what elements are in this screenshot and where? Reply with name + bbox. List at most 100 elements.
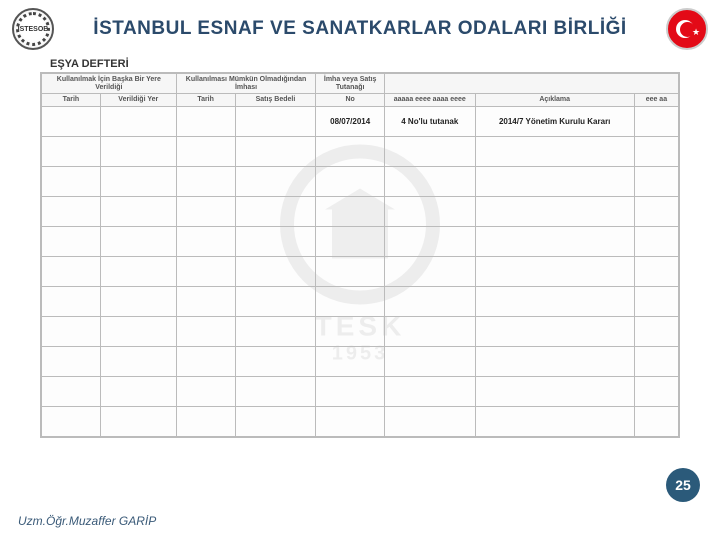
table-row <box>42 257 679 287</box>
table-cell <box>176 257 235 287</box>
table-cell <box>316 167 385 197</box>
table-cell <box>316 377 385 407</box>
table-cell <box>475 347 634 377</box>
table-cell <box>235 317 316 347</box>
page-title: İSTANBUL ESNAF VE SANATKARLAR ODALARI Bİ… <box>62 18 658 40</box>
table-cell <box>384 137 475 167</box>
istesob-logo: İSTESOB <box>12 8 54 50</box>
table-cell <box>475 377 634 407</box>
table-cell <box>100 197 176 227</box>
col-header: Satış Bedeli <box>235 94 316 107</box>
table-cell <box>176 317 235 347</box>
table-row <box>42 317 679 347</box>
table-cell: 08/07/2014 <box>316 107 385 137</box>
table-cell <box>235 347 316 377</box>
content-area: EŞYA DEFTERİ TESK 1953 Kullanılmak İçin … <box>0 58 720 438</box>
table-cell <box>42 137 101 167</box>
table-cell <box>634 107 678 137</box>
table-row: 08/07/20144 No'lu tutanak2014/7 Yönetim … <box>42 107 679 137</box>
table-cell <box>100 107 176 137</box>
table-cell <box>235 137 316 167</box>
table-cell <box>100 167 176 197</box>
table-cell <box>475 137 634 167</box>
turkish-flag-icon: ★ <box>666 8 708 50</box>
table-cell <box>384 407 475 437</box>
table-cell <box>42 107 101 137</box>
table-cell <box>100 137 176 167</box>
table-cell <box>384 287 475 317</box>
table-cell <box>634 407 678 437</box>
table-row <box>42 287 679 317</box>
table-cell <box>634 137 678 167</box>
table-cell <box>634 287 678 317</box>
table-row <box>42 407 679 437</box>
table-cell <box>475 257 634 287</box>
table-cell <box>475 197 634 227</box>
table-cell <box>235 227 316 257</box>
table-cell <box>384 167 475 197</box>
table-cell <box>176 107 235 137</box>
table-cell <box>42 377 101 407</box>
table-cell <box>475 287 634 317</box>
ledger-table-wrap: TESK 1953 Kullanılmak İçin Başka Bir Yer… <box>40 72 680 438</box>
table-cell <box>176 227 235 257</box>
table-cell <box>384 257 475 287</box>
table-row <box>42 137 679 167</box>
col-header: Verildiği Yer <box>100 94 176 107</box>
table-cell: 4 No'lu tutanak <box>384 107 475 137</box>
table-cell <box>235 167 316 197</box>
table-cell <box>634 197 678 227</box>
table-cell <box>475 317 634 347</box>
table-cell <box>100 287 176 317</box>
table-cell <box>634 257 678 287</box>
table-cell <box>176 377 235 407</box>
table-cell <box>316 287 385 317</box>
table-cell <box>316 197 385 227</box>
table-cell <box>634 227 678 257</box>
table-cell <box>634 347 678 377</box>
table-cell <box>384 317 475 347</box>
col-header: Tarih <box>176 94 235 107</box>
table-cell <box>42 287 101 317</box>
table-cell <box>42 227 101 257</box>
table-cell <box>316 227 385 257</box>
footer-author: Uzm.Öğr.Muzaffer GARİP <box>18 514 156 528</box>
table-cell <box>316 137 385 167</box>
col-group-header: İmha veya Satış Tutanağı <box>316 74 385 94</box>
table-cell <box>42 197 101 227</box>
table-cell <box>475 407 634 437</box>
page-number-badge: 25 <box>666 468 700 502</box>
table-cell <box>316 257 385 287</box>
table-cell: 2014/7 Yönetim Kurulu Kararı <box>475 107 634 137</box>
table-cell <box>235 407 316 437</box>
table-cell <box>384 197 475 227</box>
table-row <box>42 197 679 227</box>
table-cell <box>42 317 101 347</box>
table-cell <box>235 377 316 407</box>
table-cell <box>475 227 634 257</box>
table-cell <box>634 317 678 347</box>
col-group-header <box>384 74 678 94</box>
table-cell <box>100 317 176 347</box>
table-cell <box>384 377 475 407</box>
col-header: aaaaa eeee aaaa eeee <box>384 94 475 107</box>
table-cell <box>176 287 235 317</box>
table-cell <box>100 227 176 257</box>
table-cell <box>384 227 475 257</box>
table-cell <box>176 407 235 437</box>
ledger-table: Kullanılmak İçin Başka Bir Yere Verildiğ… <box>41 73 679 437</box>
col-header: No <box>316 94 385 107</box>
slide-header: İSTESOB İSTANBUL ESNAF VE SANATKARLAR OD… <box>0 0 720 58</box>
table-cell <box>316 347 385 377</box>
table-cell <box>42 347 101 377</box>
table-cell <box>634 167 678 197</box>
table-cell <box>176 167 235 197</box>
table-cell <box>176 197 235 227</box>
col-header: Tarih <box>42 94 101 107</box>
table-cell <box>42 257 101 287</box>
table-cell <box>235 197 316 227</box>
table-cell <box>100 257 176 287</box>
col-header: eee aa <box>634 94 678 107</box>
table-row <box>42 167 679 197</box>
table-cell <box>176 347 235 377</box>
